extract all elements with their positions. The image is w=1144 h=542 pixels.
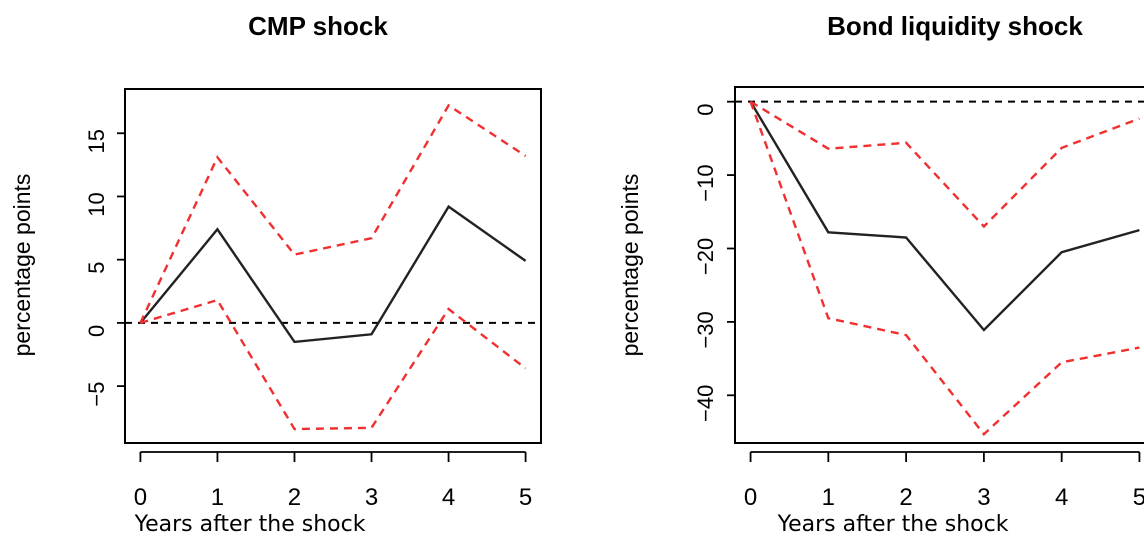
x-tick-label: 5 <box>1133 484 1144 511</box>
y-axis-label: percentage points <box>9 174 35 357</box>
x-axis-label: Years after the shock <box>777 512 1009 537</box>
y-tick-label: −10 <box>693 164 718 201</box>
x-axis: 0 1 2 3 4 5 <box>134 451 532 511</box>
x-tick-label: 2 <box>899 484 912 511</box>
y-tick-label: 15 <box>84 129 109 153</box>
y-tick-label: 0 <box>84 325 109 337</box>
chart-title: Bond liquidity shock <box>827 11 1083 41</box>
x-tick-label: 4 <box>442 484 455 511</box>
x-axis: 0 1 2 3 4 5 <box>744 451 1144 511</box>
chart-panel-cmp-shock: CMP shock percentage points Years after … <box>9 11 542 537</box>
series-group <box>125 103 541 431</box>
lower-confidence-band-line <box>749 101 1140 436</box>
x-tick-label: 1 <box>822 484 835 511</box>
y-tick-label: −20 <box>693 238 718 275</box>
point-estimate-line <box>139 204 527 344</box>
x-axis-label: Years after the shock <box>134 512 366 537</box>
y-tick-label: −5 <box>84 382 109 407</box>
x-tick-label: 0 <box>134 484 147 511</box>
y-tick-label: −40 <box>693 385 718 422</box>
y-axis: −5 0 5 10 15 <box>84 129 125 407</box>
series-group <box>735 100 1144 436</box>
x-tick-label: 3 <box>365 484 378 511</box>
upper-confidence-band-line <box>139 103 527 324</box>
x-tick-label: 2 <box>288 484 301 511</box>
upper-confidence-band-line <box>749 100 1140 229</box>
y-tick-label: 0 <box>693 104 718 116</box>
chart-panel-bond-liquidity-shock: Bond liquidity shock percentage points Y… <box>617 11 1144 537</box>
y-tick-label: 10 <box>84 192 109 216</box>
x-tick-label: 5 <box>519 484 532 511</box>
y-tick-label: 5 <box>84 262 109 274</box>
y-axis-label: percentage points <box>617 174 643 357</box>
x-tick-label: 0 <box>744 484 757 511</box>
x-tick-label: 1 <box>211 484 224 511</box>
chart-title: CMP shock <box>248 11 388 41</box>
y-axis: −40 −30 −20 −10 0 <box>693 100 735 422</box>
plot-frame <box>734 86 1144 444</box>
y-tick-label: −30 <box>693 311 718 348</box>
x-tick-label: 3 <box>977 484 990 511</box>
plot-frame <box>124 88 542 444</box>
lower-confidence-band-line <box>140 298 527 431</box>
x-tick-label: 4 <box>1055 484 1068 511</box>
point-estimate-line <box>749 101 1140 332</box>
